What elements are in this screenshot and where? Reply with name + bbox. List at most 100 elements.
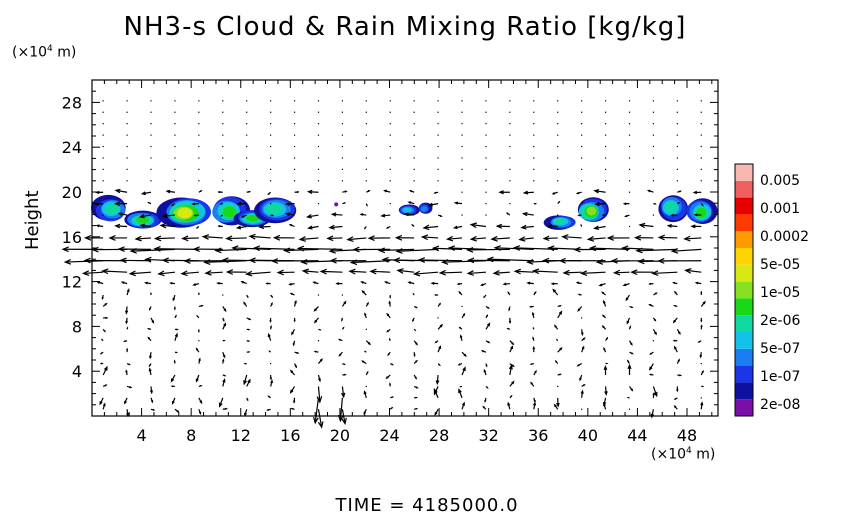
wind-arrowhead: [461, 401, 465, 406]
wind-arrowhead: [414, 376, 417, 380]
y-tick-label: 4: [72, 362, 82, 381]
wind-arrowhead: [240, 281, 244, 284]
wind-arrowhead: [692, 190, 698, 195]
wind-arrowhead: [125, 310, 129, 315]
wind-arrowhead: [650, 413, 655, 419]
wind-arrowhead: [466, 257, 475, 264]
wind-dot: [102, 123, 104, 125]
wind-dot: [628, 100, 631, 102]
wind-arrowhead: [180, 270, 188, 277]
wind-arrowhead: [521, 211, 528, 217]
wind-arrowhead: [392, 257, 401, 264]
colorbar-label: 1e-05: [760, 285, 800, 301]
wind-arrowhead: [144, 281, 148, 285]
wind-arrowhead: [307, 225, 313, 230]
x-axis-unit: (×104 m): [651, 446, 716, 463]
wind-arrowhead: [196, 314, 199, 318]
wind-arrowhead: [484, 399, 487, 403]
wind-arrowhead: [247, 340, 251, 342]
wind-arrowhead: [630, 388, 634, 392]
wind-arrowhead: [407, 201, 412, 205]
wind-arrowhead: [170, 385, 174, 388]
wind-dot: [652, 214, 655, 216]
wind-dot: [628, 157, 631, 159]
wind-arrow: [447, 237, 463, 240]
x-tick-label: 48: [677, 426, 697, 445]
wind-dot: [437, 180, 439, 182]
wind-arrowhead: [556, 402, 560, 408]
wind-arrow: [581, 271, 606, 274]
wind-arrow: [494, 271, 510, 274]
wind-dot: [317, 111, 320, 113]
wind-arrowhead: [625, 297, 629, 302]
wind-arrowhead: [100, 338, 103, 341]
wind-dot: [485, 100, 487, 102]
wind-arrow: [226, 237, 247, 240]
wind-arrowhead: [551, 192, 556, 195]
wind-dot: [174, 168, 176, 170]
wind-arrowhead: [493, 245, 501, 251]
wind-dot: [700, 145, 702, 148]
wind-dot: [700, 362, 702, 365]
wind-arrow: [314, 397, 320, 423]
wind-arrowhead: [672, 281, 676, 285]
wind-arrow: [347, 237, 367, 241]
wind-arrowhead: [559, 304, 562, 307]
wind-arrow: [237, 225, 247, 229]
wind-arrowhead: [236, 201, 242, 206]
wind-dot: [581, 317, 583, 319]
wind-arrowhead: [248, 190, 252, 193]
wind-dot: [509, 168, 511, 170]
wind-arrowhead: [637, 258, 645, 265]
wind-arrowhead: [511, 342, 515, 346]
wind-arrow: [339, 397, 343, 421]
wind-dot: [150, 168, 152, 170]
x-tick-label: 12: [231, 426, 251, 445]
wind-arrowhead: [583, 384, 586, 387]
cloud-contour: [177, 207, 193, 219]
wind-arrowhead: [480, 350, 484, 353]
wind-arrowhead: [697, 340, 700, 343]
wind-arrowhead: [507, 291, 510, 294]
wind-arrowhead: [458, 388, 462, 394]
wind-dot: [198, 100, 200, 102]
wind-arrowhead: [672, 339, 676, 342]
wind-arrowhead: [582, 337, 586, 340]
time-label: TIME = 4185000.0: [335, 495, 519, 516]
wind-arrowhead: [348, 268, 356, 275]
wind-arrowhead: [677, 331, 681, 336]
wind-arrowhead: [438, 302, 442, 306]
wind-dot: [461, 111, 463, 113]
wind-arrow: [203, 235, 223, 239]
wind-arrowhead: [267, 192, 270, 196]
wind-dot: [126, 145, 128, 148]
wind-arrowhead: [200, 304, 204, 307]
wind-arrowhead: [433, 191, 437, 194]
wind-dot: [341, 134, 343, 136]
wind-arrowhead: [657, 234, 665, 241]
wind-arrowhead: [270, 379, 273, 384]
colorbar-label: 0.001: [760, 201, 800, 217]
wind-arrowhead: [149, 308, 152, 311]
wind-arrowhead: [172, 297, 176, 302]
wind-arrowhead: [170, 378, 175, 383]
wind-dot: [533, 100, 535, 102]
wind-arrowhead: [126, 288, 130, 292]
wind-arrowhead: [289, 389, 294, 394]
x-tick-label: 40: [578, 426, 598, 445]
wind-arrow: [423, 225, 439, 229]
wind-arrowhead: [677, 358, 680, 362]
wind-dot: [389, 145, 391, 148]
wind-arrowhead: [269, 319, 272, 323]
wind-arrowhead: [153, 245, 161, 252]
wind-arrowhead: [352, 246, 360, 253]
wind-arrowhead: [200, 190, 203, 193]
wind-dot: [174, 157, 176, 159]
colorbar-swatch: [735, 164, 753, 181]
wind-arrowhead: [329, 257, 337, 264]
wind-arrow: [303, 270, 319, 273]
wind-arrowhead: [134, 235, 142, 242]
wind-arrowhead: [395, 248, 403, 254]
wind-arrowhead: [341, 392, 346, 399]
wind-dot: [509, 180, 511, 182]
